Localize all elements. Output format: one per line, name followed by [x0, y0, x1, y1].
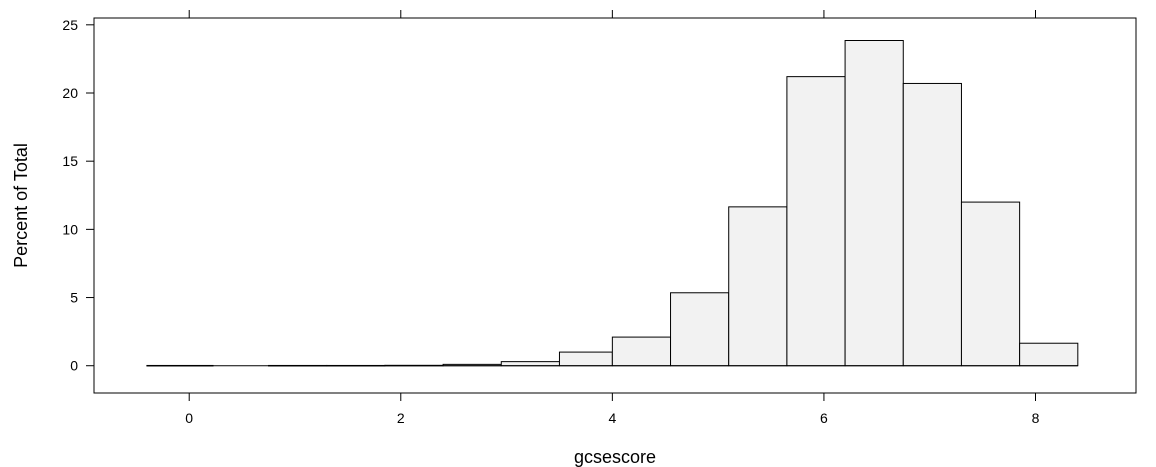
x-tick-label: 6 [820, 410, 828, 426]
plot-frame [93, 17, 1137, 394]
y-tick-label: 15 [62, 153, 78, 169]
x-tick-label: 8 [1032, 410, 1040, 426]
x-axis-top [188, 10, 1037, 18]
y-axis-label: Percent of Total [11, 143, 31, 268]
x-tick-label: 4 [608, 410, 616, 426]
x-axis-bottom: 0 2 4 6 8 [185, 393, 1040, 426]
y-tick-label: 25 [62, 17, 78, 33]
histogram-bar [670, 292, 730, 367]
x-tick-label: 2 [397, 410, 405, 426]
y-tick-label: 10 [62, 221, 78, 237]
y-tick-label: 20 [62, 85, 78, 101]
histogram-bar [611, 336, 672, 367]
histogram-bar [500, 361, 560, 367]
histogram-bar [902, 82, 962, 367]
y-axis-left: 0 5 10 15 20 25 [62, 17, 94, 374]
x-tick-label: 0 [185, 410, 193, 426]
histogram-bar [1019, 342, 1079, 367]
histogram-bar [786, 76, 846, 367]
x-axis-label: gcsescore [574, 447, 656, 467]
histogram-bar [960, 201, 1021, 367]
y-tick-label: 0 [70, 358, 78, 374]
histogram-bar [728, 206, 788, 367]
histogram-bar [844, 40, 904, 367]
histogram-bars [146, 40, 1079, 367]
y-tick-label: 5 [70, 290, 78, 306]
histogram-bar [558, 351, 613, 367]
